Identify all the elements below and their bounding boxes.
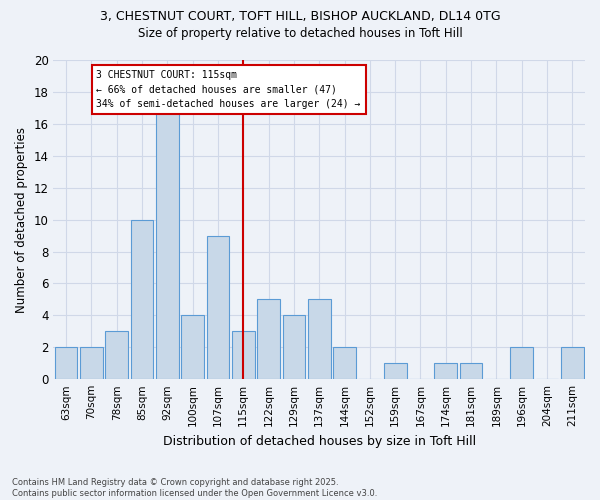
Text: Size of property relative to detached houses in Toft Hill: Size of property relative to detached ho…: [137, 28, 463, 40]
Bar: [561, 348, 584, 379]
Bar: [106, 332, 128, 379]
Text: Contains HM Land Registry data © Crown copyright and database right 2025.
Contai: Contains HM Land Registry data © Crown c…: [12, 478, 377, 498]
Bar: [156, 108, 179, 379]
Bar: [80, 348, 103, 379]
Text: 3, CHESTNUT COURT, TOFT HILL, BISHOP AUCKLAND, DL14 0TG: 3, CHESTNUT COURT, TOFT HILL, BISHOP AUC…: [100, 10, 500, 23]
Bar: [308, 300, 331, 379]
Bar: [181, 316, 204, 379]
Bar: [257, 300, 280, 379]
Bar: [460, 363, 482, 379]
Bar: [232, 332, 254, 379]
Bar: [434, 363, 457, 379]
X-axis label: Distribution of detached houses by size in Toft Hill: Distribution of detached houses by size …: [163, 434, 476, 448]
Text: 3 CHESTNUT COURT: 115sqm
← 66% of detached houses are smaller (47)
34% of semi-d: 3 CHESTNUT COURT: 115sqm ← 66% of detach…: [97, 70, 361, 109]
Bar: [206, 236, 229, 379]
Y-axis label: Number of detached properties: Number of detached properties: [15, 126, 28, 312]
Bar: [131, 220, 154, 379]
Bar: [511, 348, 533, 379]
Bar: [333, 348, 356, 379]
Bar: [283, 316, 305, 379]
Bar: [384, 363, 407, 379]
Bar: [55, 348, 77, 379]
